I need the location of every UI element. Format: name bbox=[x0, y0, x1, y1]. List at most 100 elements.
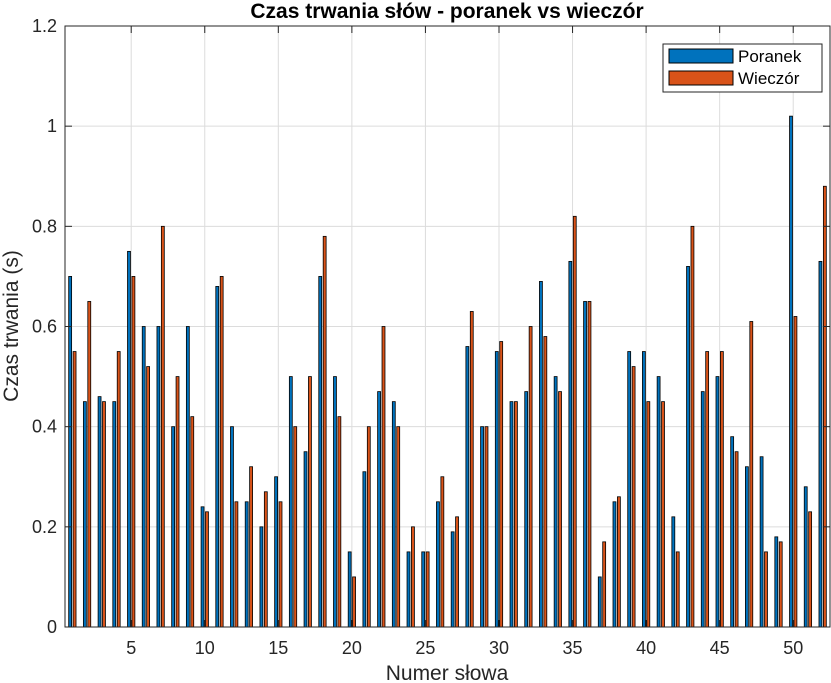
bar-wieczor bbox=[278, 501, 283, 628]
bar-poranek bbox=[127, 250, 131, 628]
legend-swatch-wieczor bbox=[668, 70, 734, 86]
bar-wieczor bbox=[234, 501, 239, 628]
bar-poranek bbox=[215, 286, 220, 628]
bar-wieczor bbox=[484, 426, 489, 628]
x-tick-label: 35 bbox=[563, 638, 583, 658]
bar-poranek bbox=[450, 531, 455, 628]
bar-poranek bbox=[656, 376, 661, 628]
x-tick-label: 10 bbox=[195, 638, 215, 658]
bar-wieczor bbox=[72, 351, 77, 628]
bar-poranek bbox=[480, 426, 484, 628]
bar-wieczor bbox=[720, 351, 724, 628]
bar-wieczor bbox=[219, 276, 224, 628]
bar-poranek bbox=[524, 391, 529, 628]
bar-wieczor bbox=[249, 466, 253, 628]
bar-wieczor bbox=[396, 426, 401, 628]
bar-poranek bbox=[362, 471, 367, 628]
bar-poranek bbox=[406, 551, 411, 628]
bar-poranek bbox=[494, 351, 499, 628]
legend-label-poranek: Poranek bbox=[738, 47, 802, 66]
bar-wieczor bbox=[87, 301, 92, 628]
bar-poranek bbox=[700, 391, 705, 628]
bar-poranek bbox=[303, 451, 308, 628]
bar-wieczor bbox=[734, 451, 739, 628]
bar-poranek bbox=[288, 376, 293, 628]
bar-wieczor bbox=[411, 526, 415, 628]
bar-poranek bbox=[789, 115, 793, 628]
bar-wieczor bbox=[631, 366, 636, 628]
bar-wieczor bbox=[293, 426, 298, 628]
bar-wieczor bbox=[263, 491, 268, 628]
bar-poranek bbox=[818, 260, 823, 628]
y-tick-label: 0.4 bbox=[32, 417, 57, 437]
x-tick-label: 20 bbox=[342, 638, 362, 658]
bar-wieczor bbox=[822, 185, 827, 628]
bar-poranek bbox=[612, 501, 617, 628]
bar-poranek bbox=[774, 536, 779, 628]
bar-wieczor bbox=[572, 215, 577, 628]
chart-title: Czas trwania słów - poranek vs wieczór bbox=[250, 0, 643, 23]
bar-wieczor bbox=[440, 476, 445, 628]
bar-wieczor bbox=[690, 225, 695, 628]
x-tick-label: 5 bbox=[126, 638, 136, 658]
bar-poranek bbox=[112, 401, 117, 628]
bar-wieczor bbox=[808, 511, 813, 628]
bar-wieczor bbox=[146, 366, 150, 628]
bar-poranek bbox=[568, 260, 573, 628]
x-tick-label: 25 bbox=[415, 638, 435, 658]
bar-poranek bbox=[68, 276, 73, 628]
bar-wieczor bbox=[499, 341, 504, 628]
bar-poranek bbox=[377, 391, 381, 628]
bar-wieczor bbox=[617, 496, 621, 628]
bar-wieczor bbox=[764, 551, 768, 628]
bar-wieczor bbox=[381, 326, 386, 628]
bar-poranek bbox=[97, 396, 102, 628]
x-tick-label: 30 bbox=[489, 638, 509, 658]
bar-wieczor bbox=[352, 576, 356, 628]
bar-poranek bbox=[686, 265, 690, 628]
legend: Poranek Wieczór bbox=[662, 43, 823, 93]
bar-wieczor bbox=[116, 351, 121, 628]
bar-wieczor bbox=[366, 426, 371, 628]
bar-wieczor bbox=[308, 376, 312, 628]
bar-poranek bbox=[436, 501, 440, 628]
bar-poranek bbox=[509, 401, 514, 628]
x-tick-label: 45 bbox=[710, 638, 730, 658]
bar-poranek bbox=[421, 551, 426, 628]
bar-poranek bbox=[141, 326, 146, 628]
x-tick-label: 50 bbox=[783, 638, 803, 658]
y-tick-label: 1 bbox=[47, 116, 57, 136]
bar-poranek bbox=[759, 456, 764, 628]
bar-wieczor bbox=[425, 551, 430, 628]
bar-poranek bbox=[803, 486, 808, 628]
bar-poranek bbox=[583, 301, 587, 628]
y-tick-label: 0.8 bbox=[32, 216, 57, 236]
legend-label-wieczor: Wieczór bbox=[738, 69, 800, 88]
bar-poranek bbox=[200, 506, 205, 628]
bar-wieczor bbox=[469, 311, 474, 628]
bar-poranek bbox=[259, 526, 264, 628]
bar-wieczor bbox=[175, 376, 180, 628]
x-tick-label: 40 bbox=[636, 638, 656, 658]
bar-poranek bbox=[347, 551, 352, 628]
y-tick-label: 1.2 bbox=[32, 16, 57, 36]
bar-wieczor bbox=[160, 225, 165, 628]
bar-poranek bbox=[82, 401, 87, 628]
bar-poranek bbox=[333, 376, 337, 628]
bar-wieczor bbox=[646, 401, 651, 628]
bar-wieczor bbox=[587, 301, 592, 628]
bar-poranek bbox=[715, 376, 720, 628]
y-tick-label: 0 bbox=[47, 617, 57, 637]
bar-poranek bbox=[185, 326, 190, 628]
bar-wieczor bbox=[131, 276, 136, 628]
bar-poranek bbox=[465, 346, 470, 628]
bar-poranek bbox=[730, 436, 735, 628]
bar-poranek bbox=[230, 426, 234, 628]
bar-poranek bbox=[171, 426, 176, 628]
bar-wieczor bbox=[602, 541, 607, 628]
bar-poranek bbox=[391, 401, 396, 628]
bar-wieczor bbox=[337, 416, 342, 628]
bar-wieczor bbox=[528, 326, 533, 628]
bar-poranek bbox=[539, 281, 543, 628]
